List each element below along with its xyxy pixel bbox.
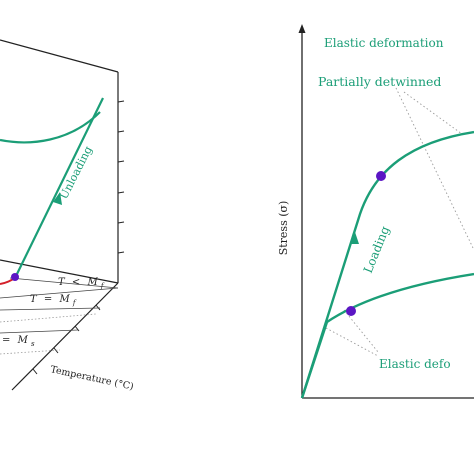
tick: [74, 325, 80, 332]
unloading-line: [15, 97, 104, 277]
svg-text:T = M: T = M f: [30, 294, 77, 307]
box-bottom-front-edge: [11, 282, 119, 391]
y-axis-label: Stress (σ): [277, 201, 290, 256]
svg-text:T < M: T < M f: [58, 277, 105, 290]
temp-label-2: T = M f: [30, 294, 77, 307]
temp-rhs: M: [17, 335, 29, 346]
temp-plane-line: [0, 329, 79, 334]
tick: [117, 160, 125, 163]
temp-sub: f: [72, 299, 77, 307]
tick: [32, 368, 38, 375]
y-axis-arrow: [298, 24, 306, 33]
loading-label: Loading: [361, 224, 393, 275]
temp-op: =: [44, 294, 52, 305]
temp-plane-line: [0, 287, 119, 299]
temperature-axis-label: Temperature (°C): [49, 364, 134, 392]
lower-stress-curve: [300, 272, 474, 399]
temp-lhs: T: [30, 294, 38, 305]
loading-arrow: [351, 232, 359, 244]
guide-line: [403, 91, 463, 135]
temp-op: =: [2, 335, 10, 346]
upper-curve: [0, 111, 101, 144]
left-panel: Unloading T < M f T = M f = M s Te: [0, 39, 135, 393]
temp-lhs: T: [58, 277, 66, 288]
tick: [117, 130, 125, 133]
partially-detwinned-label: Partially detwinned: [318, 74, 441, 89]
guide-line: [343, 309, 379, 353]
temp-rhs: M: [86, 277, 98, 288]
tick: [95, 304, 101, 311]
lower-transition-point: [346, 306, 356, 316]
temp-sub: f: [100, 282, 105, 290]
elastic-deformation-bottom-label: Elastic defo: [379, 357, 451, 371]
transition-point: [11, 273, 19, 281]
temp-label-1: T < M f: [58, 277, 105, 290]
right-panel: Stress (σ) Loading Elastic deformation P…: [277, 24, 474, 399]
tick: [117, 221, 125, 224]
detwinning-start-point: [376, 171, 386, 181]
svg-text:= M s: = M s: [2, 335, 35, 348]
temp-rhs: M: [58, 294, 70, 305]
temp-label-3: = M s: [2, 335, 35, 348]
tick: [117, 251, 125, 254]
elastic-deformation-top-label: Elastic deformation: [324, 36, 444, 50]
unloading-arrow: [53, 192, 62, 205]
guide-line: [325, 327, 379, 357]
temp-plane-dotted: [0, 313, 97, 323]
temp-plane-line: [9, 277, 119, 289]
temp-sub: s: [31, 340, 35, 348]
temp-op: <: [72, 277, 80, 288]
temp-plane-dotted: [0, 349, 61, 355]
tick: [117, 191, 125, 194]
guide-line: [395, 87, 474, 251]
tick: [117, 100, 125, 103]
box-bottom-back-edge: [0, 259, 119, 284]
temp-plane-line: [0, 307, 101, 311]
box-top-edge: [0, 39, 119, 73]
upper-stress-curve: [300, 130, 474, 399]
